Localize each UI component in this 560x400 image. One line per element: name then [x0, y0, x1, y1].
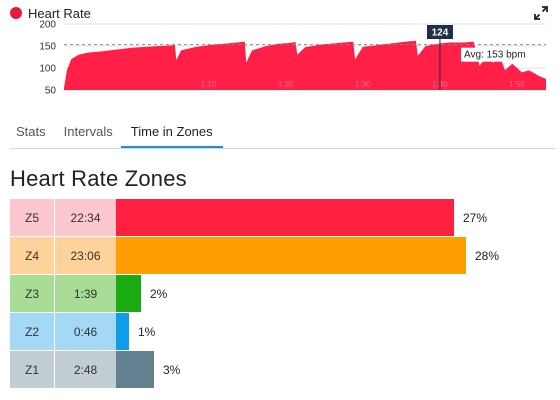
- hover-cursor-value: 124: [432, 28, 449, 39]
- zone-time: 23:06: [55, 237, 116, 274]
- zone-row-z4: Z4 23:06 28%: [10, 237, 555, 274]
- zone-row-z1: Z1 2:48 3%: [10, 351, 555, 388]
- average-label-background: [461, 47, 541, 62]
- heart-rate-title: Heart Rate: [28, 5, 91, 21]
- zone-time: 1:39: [55, 275, 116, 312]
- zone-label: Z1: [10, 351, 54, 388]
- heart-rate-header: Heart Rate: [10, 4, 550, 22]
- hover-cursor-box: [426, 25, 453, 39]
- zone-row-z2: Z2 0:46 1%: [10, 313, 555, 350]
- zone-percentage: 2%: [150, 286, 168, 301]
- zone-time: 22:34: [55, 199, 116, 236]
- zone-bar-area: 28%: [116, 237, 555, 274]
- x-tick-label: 1:30: [355, 80, 371, 89]
- zone-bar: [116, 199, 454, 236]
- zone-bar: [116, 237, 466, 274]
- zone-time: 0:46: [55, 313, 116, 350]
- zone-bar: [116, 351, 154, 388]
- tab-intervals[interactable]: Intervals: [63, 124, 113, 139]
- zone-bar-area: 3%: [116, 351, 555, 388]
- zone-percentage: 1%: [138, 324, 156, 339]
- zones-title: Heart Rate Zones: [10, 166, 187, 191]
- tab-bar: Stats Intervals Time in Zones: [10, 122, 555, 149]
- zone-percentage: 28%: [475, 248, 500, 263]
- zone-bar-area: 2%: [116, 275, 555, 312]
- y-tick-label: 100: [39, 64, 56, 75]
- zone-label: Z2: [10, 313, 54, 350]
- y-tick-label: 150: [39, 42, 56, 53]
- y-tick-label: 200: [39, 20, 56, 31]
- zone-label: Z5: [10, 199, 54, 236]
- zone-percentage: 27%: [463, 210, 488, 225]
- zones-table: Z5 22:34 27% Z4 23:06 28% Z3 1:39 2% Z2 0:46 1% Z1 2:…: [10, 199, 555, 389]
- x-tick-label: 1:20: [278, 80, 294, 89]
- zone-bar: [116, 313, 129, 350]
- zone-row-z3: Z3 1:39 2%: [10, 275, 555, 312]
- y-tick-label: 50: [45, 86, 57, 97]
- expand-icon[interactable]: [534, 6, 548, 20]
- tab-time-in-zones[interactable]: Time in Zones: [120, 122, 223, 148]
- zone-bar: [116, 275, 141, 312]
- zone-label: Z4: [10, 237, 54, 274]
- zone-label: Z3: [10, 275, 54, 312]
- zone-row-z5: Z5 22:34 27%: [10, 199, 555, 236]
- average-label: Avg: 153 bpm: [464, 50, 526, 61]
- zone-bar-area: 27%: [116, 199, 555, 236]
- heart-rate-legend-dot: [10, 7, 22, 19]
- zone-time: 2:48: [55, 351, 116, 388]
- x-tick-label: 1:10: [201, 80, 217, 89]
- zone-percentage: 3%: [163, 362, 181, 377]
- heart-rate-area: [64, 40, 546, 90]
- zone-bar-area: 1%: [116, 313, 555, 350]
- x-tick-label: 1:50: [509, 80, 525, 89]
- tab-stats[interactable]: Stats: [16, 124, 46, 139]
